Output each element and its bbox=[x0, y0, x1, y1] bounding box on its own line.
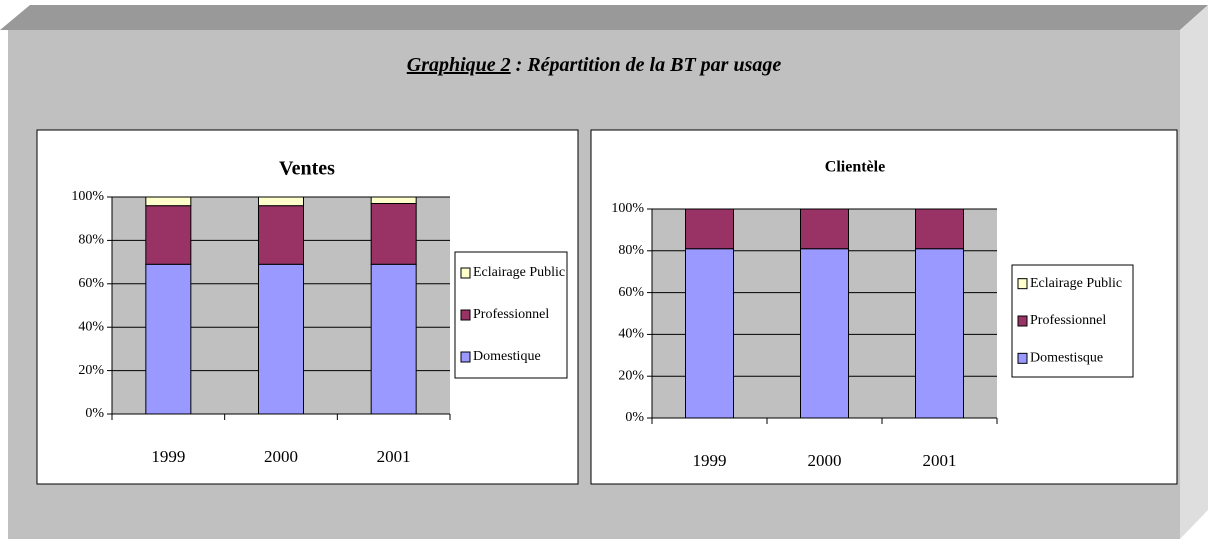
legend-box bbox=[1011, 264, 1134, 378]
legend-box bbox=[454, 251, 568, 379]
legend-swatch bbox=[1017, 315, 1028, 327]
y-tick-label: 80% bbox=[78, 233, 104, 248]
legend-label: Professionnel bbox=[1030, 313, 1106, 328]
y-tick-label: 80% bbox=[618, 243, 644, 258]
y-tick-label: 0% bbox=[85, 406, 104, 421]
bar-segment bbox=[258, 196, 304, 207]
legend-swatch bbox=[1017, 278, 1028, 290]
y-tick-label: 40% bbox=[78, 319, 104, 334]
chart-title: Ventes bbox=[279, 158, 335, 180]
y-tick-label: 100% bbox=[611, 201, 644, 216]
figure-label: Graphique 2 bbox=[407, 54, 511, 76]
legend-swatch bbox=[460, 309, 471, 321]
legend-swatch bbox=[460, 267, 471, 279]
bevel-right bbox=[1180, 5, 1208, 539]
y-tick-label: 60% bbox=[618, 285, 644, 300]
bar-segment bbox=[370, 263, 417, 415]
bar-segment bbox=[685, 208, 734, 250]
figure-title: Graphique 2 : Répartition de la BT par u… bbox=[407, 54, 782, 76]
x-tick-label: 2000 bbox=[264, 447, 298, 466]
y-tick-label: 60% bbox=[78, 276, 104, 291]
bar-segment bbox=[145, 263, 192, 415]
y-tick-label: 20% bbox=[78, 363, 104, 378]
x-tick-label: 2001 bbox=[923, 451, 957, 470]
legend-label: Eclairage Public bbox=[473, 265, 565, 280]
bar-segment bbox=[685, 248, 734, 419]
bar-segment bbox=[915, 208, 964, 250]
bar-segment bbox=[915, 248, 964, 419]
bar-segment bbox=[800, 208, 849, 250]
legend-swatch bbox=[1017, 352, 1028, 364]
legend-label: Professionnel bbox=[473, 307, 549, 322]
y-tick-label: 0% bbox=[625, 410, 644, 425]
legend-label: Eclairage Public bbox=[1030, 276, 1122, 291]
x-tick-label: 2001 bbox=[377, 447, 411, 466]
bar-segment bbox=[145, 196, 192, 207]
x-tick-label: 2000 bbox=[808, 451, 842, 470]
chart-title: Clientèle bbox=[825, 159, 885, 176]
legend-swatch bbox=[460, 351, 471, 363]
y-tick-label: 40% bbox=[618, 327, 644, 342]
bar-segment bbox=[370, 203, 417, 265]
x-tick-label: 1999 bbox=[693, 451, 727, 470]
legend-label: Domestique bbox=[473, 349, 541, 364]
bar-segment bbox=[258, 205, 304, 265]
figure-title-text: : Répartition de la BT par usage bbox=[511, 54, 782, 76]
bar-segment bbox=[258, 263, 304, 415]
x-tick-label: 1999 bbox=[151, 447, 185, 466]
bar-segment bbox=[370, 196, 417, 205]
y-tick-label: 20% bbox=[618, 368, 644, 383]
legend-label: Domestisque bbox=[1030, 351, 1103, 366]
bevel-top bbox=[0, 5, 1208, 30]
y-tick-label: 100% bbox=[71, 189, 104, 204]
bar-segment bbox=[800, 248, 849, 419]
bar-segment bbox=[145, 205, 192, 265]
